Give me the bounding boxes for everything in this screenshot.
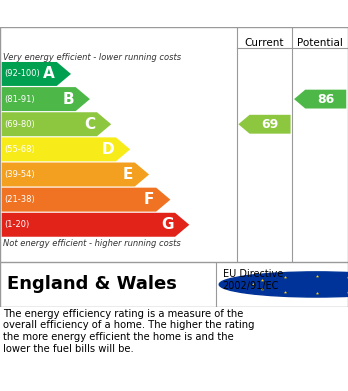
Text: E: E: [123, 167, 133, 182]
Text: F: F: [144, 192, 155, 207]
Text: (81-91): (81-91): [4, 95, 35, 104]
Polygon shape: [2, 213, 189, 237]
Text: 86: 86: [317, 93, 334, 106]
Text: Energy Efficiency Rating: Energy Efficiency Rating: [60, 5, 288, 23]
Polygon shape: [2, 62, 71, 86]
Text: A: A: [43, 66, 55, 81]
Polygon shape: [2, 137, 130, 161]
Text: C: C: [84, 117, 95, 132]
Polygon shape: [294, 90, 346, 109]
Text: EU Directive
2002/91/EC: EU Directive 2002/91/EC: [223, 269, 283, 291]
Text: (21-38): (21-38): [4, 195, 35, 204]
Polygon shape: [2, 188, 171, 212]
Text: 69: 69: [261, 118, 279, 131]
Text: B: B: [62, 91, 74, 107]
Polygon shape: [238, 115, 291, 134]
Text: (92-100): (92-100): [4, 70, 40, 79]
Circle shape: [219, 272, 348, 297]
Text: Not energy efficient - higher running costs: Not energy efficient - higher running co…: [3, 239, 181, 248]
Text: (69-80): (69-80): [4, 120, 35, 129]
Text: (55-68): (55-68): [4, 145, 35, 154]
Text: (39-54): (39-54): [4, 170, 35, 179]
Text: The energy efficiency rating is a measure of the
overall efficiency of a home. T: The energy efficiency rating is a measur…: [3, 309, 255, 354]
Polygon shape: [2, 112, 111, 136]
Text: G: G: [161, 217, 173, 232]
Polygon shape: [2, 87, 90, 111]
Text: Potential: Potential: [297, 38, 343, 48]
Text: Current: Current: [245, 38, 284, 48]
Polygon shape: [2, 163, 149, 187]
Text: England & Wales: England & Wales: [7, 275, 177, 294]
Text: (1-20): (1-20): [4, 220, 30, 229]
Text: Very energy efficient - lower running costs: Very energy efficient - lower running co…: [3, 53, 182, 62]
Text: D: D: [102, 142, 114, 157]
